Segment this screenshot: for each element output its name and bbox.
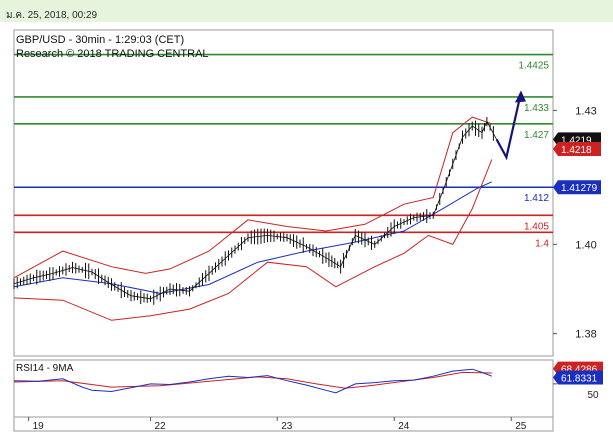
y-tick-label: 1.38 (575, 329, 596, 341)
y-tick-label: 1.40 (575, 239, 596, 251)
x-tick-label: 23 (281, 421, 293, 432)
symbol-line: GBP/USD - 30min - 1:29:03 (CET) (16, 34, 185, 46)
rsi-title: RSI14 - 9MA (16, 363, 74, 374)
rsi-line (13, 368, 492, 394)
current-price-alt-badge-bg (553, 142, 601, 157)
current-price-badge: 1.4219 (561, 135, 592, 146)
rsi-value-badge-bg (553, 370, 603, 385)
ma-value-badge-bg (553, 180, 601, 195)
level-label: 1.433 (524, 103, 549, 114)
research-line: Research © 2018 TRADING CENTRAL (16, 48, 209, 60)
level-label: 1.412 (524, 193, 549, 204)
x-tick-label: 24 (398, 421, 410, 432)
bollinger-lower-line (13, 159, 493, 321)
rsi-ma-badge: 68.4286 (561, 365, 598, 376)
price-frame (13, 29, 554, 357)
current-price-alt-badge: 1.4218 (561, 145, 592, 156)
ma-value-badge: 1.41279 (561, 183, 598, 194)
x-tick-label: 19 (33, 421, 45, 432)
date-label: ม.ค. 25, 2018, 00:29 (6, 10, 98, 21)
forecast-arrow-line (495, 92, 523, 161)
level-label: 1.4 (535, 238, 549, 249)
x-axis: 19 22 23 24 25 (13, 416, 554, 432)
x-tick-label: 22 (155, 421, 167, 432)
rsi-value-badge: 61.8331 (561, 374, 598, 385)
forecast-arrow-head (515, 90, 526, 103)
rsi-frame (13, 359, 554, 418)
moving-average-line (13, 181, 493, 295)
y-tick-label: 1.43 (575, 105, 596, 117)
rsi-ma-line (13, 371, 492, 389)
rsi-y-tick-label: 50 (587, 390, 599, 401)
bollinger-upper-line (13, 116, 492, 279)
price-panel: 1.4425 1.433 1.427 1.412 1.405 1.4 1.43 1.40 1.3… (13, 29, 601, 357)
x-axis-frame (13, 416, 554, 432)
top-bar: ม.ค. 25, 2018, 00:29 (0, 0, 613, 22)
level-label: 1.4425 (518, 61, 549, 72)
x-tick-label: 25 (515, 421, 527, 432)
price-line (13, 120, 497, 300)
level-label: 1.405 (524, 221, 549, 232)
level-label: 1.427 (524, 130, 549, 141)
